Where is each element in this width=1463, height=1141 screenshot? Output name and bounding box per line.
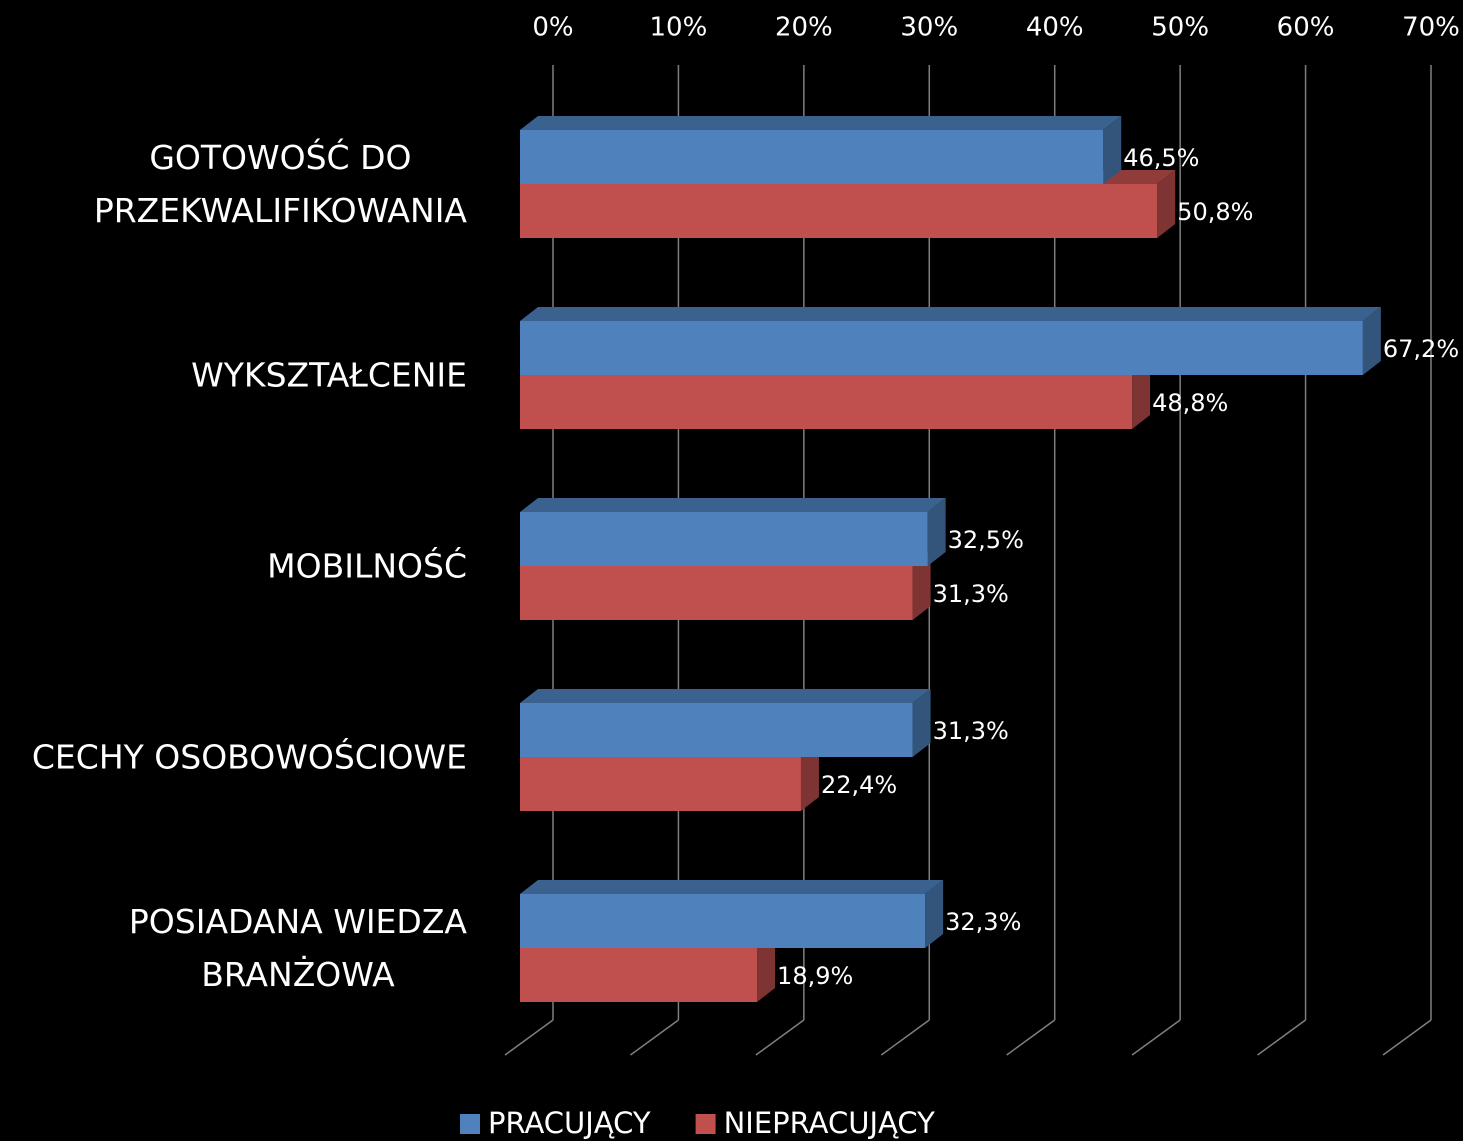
- bar-top: [520, 689, 931, 703]
- data-label: 22,4%: [821, 771, 897, 799]
- legend-swatch: [695, 1114, 716, 1134]
- x-tick-label: 60%: [1277, 13, 1335, 43]
- data-label: 48,8%: [1152, 389, 1228, 417]
- data-label: 31,3%: [933, 580, 1009, 608]
- bar: [520, 757, 801, 811]
- bar-top: [520, 498, 946, 512]
- bar-side: [1157, 170, 1176, 238]
- floor-line: [880, 1019, 930, 1056]
- bar-side: [757, 934, 776, 1002]
- legend-label: PRACUJĄCY: [488, 1106, 651, 1140]
- bar: [520, 184, 1158, 238]
- bar: [520, 948, 758, 1002]
- bar: [520, 566, 913, 620]
- floor-line: [755, 1019, 805, 1056]
- floor-line: [504, 1019, 554, 1056]
- bar: [520, 375, 1133, 429]
- floor-line: [1257, 1019, 1307, 1056]
- bar-side: [927, 498, 946, 566]
- bar: [520, 512, 928, 566]
- bar-side: [1132, 361, 1151, 429]
- category-label: GOTOWOŚĆ DO PRZEKWALIFIKOWANIA: [93, 138, 467, 230]
- bar-top: [520, 116, 1122, 130]
- data-label: 31,3%: [933, 717, 1009, 745]
- category-label: MOBILNOŚĆ: [267, 546, 467, 586]
- data-label: 46,5%: [1123, 144, 1199, 172]
- floor-line: [629, 1019, 679, 1056]
- x-tick-label: 30%: [900, 13, 958, 43]
- bar: [520, 321, 1363, 375]
- legend-label: NIEPRACUJĄCY: [724, 1106, 935, 1140]
- bar-side: [1103, 116, 1122, 184]
- floor-line: [1006, 1019, 1056, 1056]
- bar: [520, 130, 1104, 184]
- category-label: CECHY OSOBOWOŚCIOWE: [31, 737, 467, 777]
- floor-line: [1382, 1019, 1432, 1056]
- bar-top: [520, 880, 944, 894]
- category-label: POSIADANA WIEDZA BRANŻOWA: [128, 902, 467, 994]
- x-tick-label: 70%: [1402, 13, 1460, 43]
- data-label: 50,8%: [1177, 198, 1253, 226]
- data-label: 18,9%: [777, 962, 853, 990]
- bar-side: [1362, 307, 1381, 375]
- x-tick-label: 20%: [775, 13, 833, 43]
- x-tick-label: 0%: [532, 13, 573, 43]
- x-tick-label: 10%: [650, 13, 708, 43]
- data-label: 67,2%: [1383, 335, 1459, 363]
- floor-line: [1131, 1019, 1181, 1056]
- category-label: WYKSZTAŁCENIE: [191, 355, 467, 395]
- bar: [520, 703, 913, 757]
- data-label: 32,3%: [945, 908, 1021, 936]
- x-tick-label: 50%: [1151, 13, 1209, 43]
- data-label: 32,5%: [948, 526, 1024, 554]
- bar-top: [520, 307, 1381, 321]
- legend-swatch: [460, 1114, 480, 1134]
- bar-side: [800, 743, 819, 811]
- bar-side: [912, 552, 931, 620]
- x-tick-label: 40%: [1026, 13, 1084, 43]
- bar-side: [925, 880, 944, 948]
- bar: [520, 894, 926, 948]
- bar-side: [912, 689, 931, 757]
